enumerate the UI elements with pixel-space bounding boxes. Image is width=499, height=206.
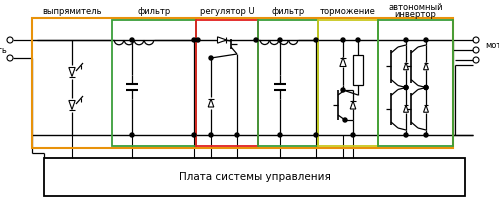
Text: фильтр: фильтр [137,7,171,15]
Circle shape [254,38,258,42]
Circle shape [314,38,318,42]
Text: сеть: сеть [0,46,7,55]
Polygon shape [208,99,214,107]
Circle shape [404,85,408,89]
Circle shape [341,88,345,92]
Bar [112,20,196,146]
Circle shape [404,38,408,42]
Text: мотор: мотор [485,41,499,49]
Circle shape [404,85,408,89]
Circle shape [196,38,200,42]
Circle shape [314,133,318,137]
Text: выпрямитель: выпрямитель [42,7,102,15]
Bar [44,158,465,196]
Polygon shape [424,105,429,112]
Circle shape [209,56,213,60]
Polygon shape [404,105,409,112]
Text: фильтр: фильтр [271,7,304,15]
Bar [318,20,378,146]
Circle shape [278,133,282,137]
Text: Плата системы управления: Плата системы управления [179,172,330,182]
Polygon shape [69,68,75,76]
Circle shape [424,133,428,137]
Bar [378,20,453,146]
Circle shape [424,85,428,89]
Circle shape [341,38,345,42]
Polygon shape [404,63,409,70]
Circle shape [130,133,134,137]
Text: инвертор: инвертор [395,9,437,19]
Circle shape [424,85,428,89]
Bar [196,20,258,146]
Polygon shape [218,37,227,43]
Bar [258,20,318,146]
Text: торможение: торможение [320,7,376,15]
Circle shape [278,38,282,42]
Circle shape [424,38,428,42]
Circle shape [192,133,196,137]
Bar [353,55,363,85]
Circle shape [209,133,213,137]
Circle shape [356,38,360,42]
Text: регулятор U: регулятор U [200,7,254,15]
Polygon shape [350,101,356,109]
Circle shape [404,133,408,137]
Circle shape [351,133,355,137]
Polygon shape [69,101,75,110]
Polygon shape [424,63,429,70]
Circle shape [235,133,239,137]
Circle shape [192,38,196,42]
Bar [32,18,453,148]
Text: автономный: автономный [388,2,443,12]
Polygon shape [340,57,346,67]
Circle shape [130,38,134,42]
Circle shape [343,118,347,122]
